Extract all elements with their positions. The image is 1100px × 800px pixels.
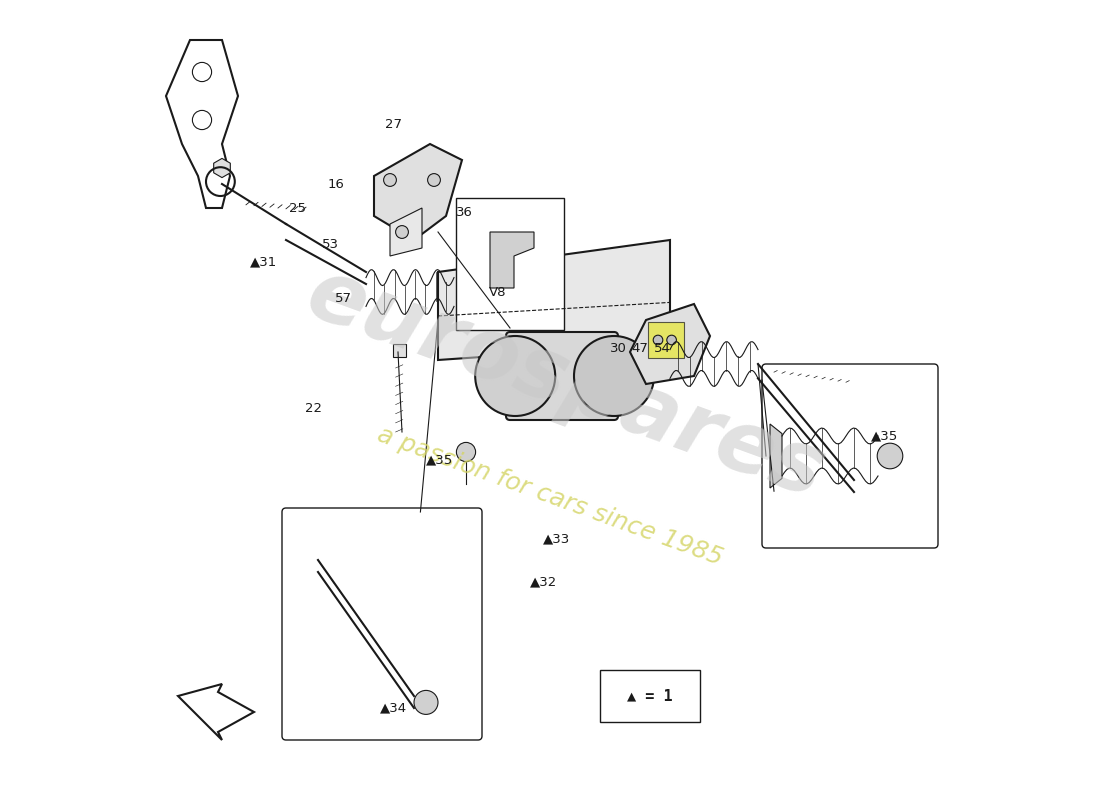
Text: 57: 57 — [336, 292, 352, 305]
Text: 36: 36 — [456, 206, 473, 218]
Polygon shape — [178, 684, 254, 740]
FancyBboxPatch shape — [601, 670, 700, 722]
Text: 53: 53 — [321, 238, 339, 250]
Text: a passion for cars since 1985: a passion for cars since 1985 — [374, 422, 726, 570]
Polygon shape — [770, 424, 782, 488]
Text: V8: V8 — [490, 286, 507, 298]
Text: eurospares: eurospares — [296, 252, 836, 516]
Text: ▲32: ▲32 — [530, 575, 558, 588]
FancyBboxPatch shape — [762, 364, 938, 548]
Text: 54: 54 — [653, 342, 670, 354]
FancyBboxPatch shape — [648, 322, 683, 358]
Polygon shape — [374, 144, 462, 240]
Polygon shape — [213, 158, 230, 178]
Circle shape — [877, 443, 903, 469]
FancyBboxPatch shape — [393, 344, 406, 357]
Text: 27: 27 — [385, 118, 403, 130]
Text: 16: 16 — [327, 178, 344, 190]
Text: ▲35: ▲35 — [426, 454, 453, 466]
Ellipse shape — [541, 336, 583, 416]
Circle shape — [384, 174, 396, 186]
FancyBboxPatch shape — [506, 332, 618, 420]
Circle shape — [456, 442, 475, 462]
Circle shape — [414, 690, 438, 714]
Circle shape — [428, 174, 440, 186]
Polygon shape — [438, 240, 670, 360]
Text: ▲31: ▲31 — [250, 256, 277, 269]
FancyBboxPatch shape — [282, 508, 482, 740]
Circle shape — [667, 335, 676, 345]
FancyBboxPatch shape — [456, 198, 563, 330]
Text: ▲ = 1: ▲ = 1 — [627, 689, 673, 703]
Text: 22: 22 — [306, 402, 322, 414]
Circle shape — [574, 336, 654, 416]
Polygon shape — [390, 208, 422, 256]
Polygon shape — [630, 304, 710, 384]
Polygon shape — [490, 232, 534, 288]
Text: 47: 47 — [631, 342, 648, 354]
Circle shape — [475, 336, 556, 416]
Circle shape — [653, 335, 663, 345]
Text: 25: 25 — [289, 202, 307, 214]
Text: 30: 30 — [609, 342, 626, 354]
Text: ▲34: ▲34 — [381, 702, 408, 714]
Text: ▲35: ▲35 — [871, 430, 898, 442]
Circle shape — [396, 226, 408, 238]
Text: ▲33: ▲33 — [542, 533, 570, 546]
